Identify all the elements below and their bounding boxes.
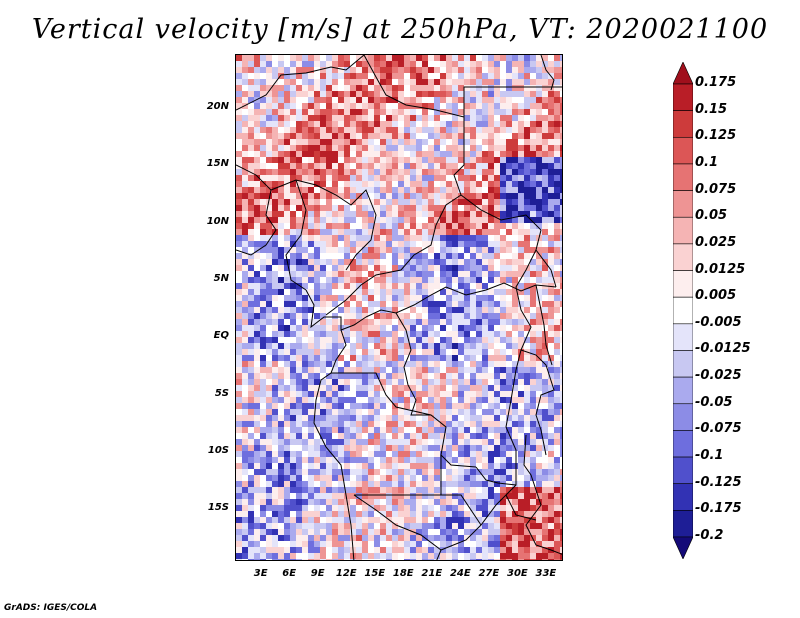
- colorbar-band: [673, 83, 693, 111]
- colorbar-band: [673, 163, 693, 191]
- colorbar-band: [673, 296, 693, 325]
- border-line: [505, 494, 537, 521]
- longitude-label: 24E: [449, 568, 471, 579]
- colorbar-band: [673, 430, 693, 458]
- colorbar-band: [673, 536, 693, 559]
- border-line: [236, 55, 365, 111]
- colorbar-band: [673, 110, 693, 138]
- country-borders: [236, 55, 562, 560]
- latitude-label: 5S: [214, 387, 229, 399]
- colorbar-band: [673, 216, 693, 245]
- border-line: [270, 179, 377, 271]
- vertical-velocity-field: [236, 55, 562, 560]
- border-line: [475, 466, 517, 486]
- colorbar-tick-label: 0.05: [695, 208, 728, 224]
- latitude-label: 10S: [207, 445, 229, 457]
- border-line: [520, 349, 555, 456]
- border-line: [440, 369, 517, 551]
- colorbar-band: [673, 376, 693, 405]
- colorbar-tick-label: -0.025: [695, 368, 742, 384]
- border-line: [325, 446, 355, 560]
- colorbar-tick-label: -0.05: [695, 394, 733, 410]
- colorbar-band: [673, 323, 693, 351]
- latitude-label: EQ: [213, 330, 229, 342]
- colorbar-band: [673, 62, 693, 85]
- border-line: [540, 55, 555, 91]
- border-line: [436, 549, 442, 560]
- colorbar-tick-label: 0.175: [695, 75, 737, 90]
- colorbar-tick-label: 0.005: [695, 288, 737, 304]
- colorbar-tick-label: -0.125: [695, 474, 742, 490]
- border-line: [395, 312, 431, 416]
- colorbar-tick-label: 0.15: [695, 101, 728, 117]
- longitude-label: 15E: [364, 568, 386, 579]
- border-line: [285, 179, 307, 291]
- longitude-label: 33E: [535, 568, 557, 579]
- colorbar-band: [673, 510, 693, 538]
- colorbar-tick-label: 0.1: [695, 154, 719, 170]
- colorbar-band: [673, 243, 693, 271]
- colorbar-tick-label: 0.0125: [695, 261, 746, 277]
- colorbar: [673, 62, 693, 559]
- colorbar-tick-label: -0.2: [695, 528, 724, 543]
- border-line: [365, 282, 557, 318]
- longitude-label: 9E: [310, 568, 325, 579]
- colorbar-band: [673, 456, 693, 485]
- latitude-label: 15N: [206, 158, 229, 170]
- map-panel: [235, 54, 563, 561]
- border-line: [463, 86, 562, 117]
- colorbar-tick-label: 0.025: [695, 234, 737, 250]
- colorbar-tick-label: -0.175: [695, 501, 742, 517]
- colorbar-band: [673, 350, 693, 378]
- latitude-label: 5N: [213, 272, 229, 284]
- border-line: [460, 194, 557, 288]
- colorbar-tick-label: 0.125: [695, 128, 737, 144]
- longitude-label: 12E: [335, 568, 357, 579]
- border-line: [353, 494, 442, 551]
- border-line: [305, 289, 367, 331]
- colorbar-tick-label: -0.075: [695, 421, 742, 437]
- colorbar-tick-label: -0.005: [695, 314, 742, 330]
- longitude-label: 27E: [478, 568, 500, 579]
- longitude-label: 21E: [421, 568, 443, 579]
- plot-title: Vertical velocity [m/s] at 250hPa, VT: 2…: [31, 14, 769, 45]
- border-line: [236, 164, 277, 256]
- colorbar-band: [673, 483, 693, 511]
- grads-credit: GrADS: IGES/COLA: [4, 603, 98, 613]
- border-line: [313, 329, 347, 448]
- colorbar-band: [673, 190, 693, 218]
- colorbar-tick-label: -0.0125: [695, 341, 751, 357]
- latitude-label: 15S: [207, 502, 229, 514]
- colorbar-band: [673, 403, 693, 431]
- latitude-label: 20N: [206, 100, 229, 112]
- longitude-label: 6E: [282, 568, 297, 579]
- colorbar-band: [673, 136, 693, 165]
- colorbar-tick-label: 0.075: [695, 181, 737, 197]
- border-line: [523, 434, 562, 555]
- border-line: [331, 372, 477, 468]
- latitude-label: 10N: [206, 215, 229, 227]
- longitude-label: 18E: [392, 568, 414, 579]
- border-line: [363, 55, 465, 196]
- colorbar-tick-label: -0.1: [695, 448, 724, 464]
- border-line: [440, 455, 482, 526]
- longitude-label: 3E: [253, 568, 268, 579]
- border-line: [325, 194, 462, 316]
- border-line: [535, 284, 553, 366]
- longitude-label: 30E: [506, 568, 528, 579]
- colorbar-band: [673, 270, 693, 298]
